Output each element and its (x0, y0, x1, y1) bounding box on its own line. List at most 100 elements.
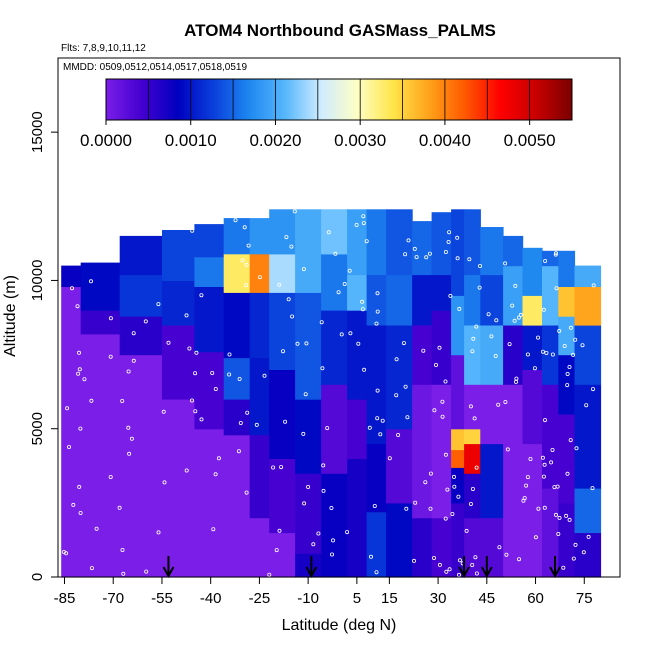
heat-cell (119, 274, 163, 317)
heat-cell (347, 458, 368, 578)
sample-point (401, 341, 406, 346)
x-tick-label: -25 (249, 590, 271, 607)
sample-point (437, 562, 442, 567)
colorbar-swatch (134, 79, 138, 120)
sample-point (473, 555, 478, 560)
colorbar-swatch (566, 79, 570, 120)
sample-point (131, 358, 136, 363)
sample-point (457, 558, 462, 563)
sample-point (242, 225, 247, 230)
sample-point (403, 384, 408, 389)
sample-point (518, 312, 523, 317)
colorbar-swatch (439, 79, 443, 120)
colorbar-swatch (230, 79, 234, 120)
sample-point (380, 418, 385, 423)
sample-point (279, 465, 284, 470)
sample-point (474, 324, 479, 329)
colorbar-swatch (183, 79, 187, 120)
sample-point (375, 291, 380, 296)
heat-cell (269, 209, 296, 255)
colorbar-swatch (442, 79, 446, 120)
sample-point (544, 350, 549, 355)
sample-point (127, 451, 132, 456)
colorbar-swatch (186, 79, 190, 120)
sample-point (329, 505, 334, 510)
sample-point (311, 542, 316, 547)
colorbar-swatch (289, 79, 293, 120)
sample-point (243, 283, 248, 288)
sample-point (443, 249, 448, 254)
sample-point (591, 387, 596, 392)
sample-point (289, 244, 294, 249)
colorbar-swatch (212, 79, 216, 120)
heat-cell (464, 274, 481, 326)
colorbar-swatch (525, 79, 529, 120)
sample-point (542, 505, 547, 510)
y-axis-label: Altitude (m) (2, 275, 19, 357)
sample-point (303, 392, 308, 397)
heat-cell (386, 502, 413, 578)
sample-point (302, 501, 307, 506)
heat-cell (574, 488, 602, 534)
sample-point (586, 534, 591, 539)
colorbar-swatch (515, 79, 519, 120)
sample-point (573, 542, 578, 547)
sample-point (565, 371, 570, 376)
sample-point (367, 425, 372, 430)
colorbar-swatch (191, 79, 195, 120)
colorbar-swatch (450, 79, 454, 120)
colorbar-swatch (548, 79, 552, 120)
colorbar-swatch (535, 79, 539, 120)
chart-title: ATOM4 Northbound GASMass_PALMS (184, 21, 496, 40)
sample-point (446, 239, 451, 244)
sample-point (301, 431, 306, 436)
heat-cell (431, 384, 452, 519)
colorbar-swatch (142, 79, 146, 120)
dates-label: MMDD: 0509,0512,0514,0517,0518,0519 (63, 62, 247, 73)
colorbar-swatch (556, 79, 560, 120)
sample-point (472, 416, 477, 421)
colorbar-swatch (116, 79, 120, 120)
sample-point (362, 367, 367, 372)
sample-point (455, 256, 460, 261)
colorbar-swatch (463, 79, 467, 120)
heat-cell (162, 230, 196, 281)
sample-point (444, 569, 449, 574)
colorbar-swatch (414, 79, 418, 120)
sample-point (503, 399, 508, 404)
heat-cell (431, 517, 452, 578)
colorbar-swatch (421, 79, 425, 120)
sample-point (162, 480, 167, 485)
sample-point (486, 312, 491, 317)
colorbar-swatch (367, 79, 371, 120)
colorbar-swatch (315, 79, 319, 120)
heat-cell (558, 502, 576, 578)
sample-point (360, 299, 365, 304)
sample-point (403, 252, 408, 257)
sample-point (494, 318, 499, 323)
colorbar-swatch (483, 79, 487, 120)
x-tick-label: -10 (297, 590, 319, 607)
sample-point (452, 484, 457, 489)
sample-point (474, 465, 479, 470)
sample-point (94, 526, 99, 531)
sample-point (354, 222, 359, 227)
sample-point (120, 398, 125, 403)
heat-cell (464, 324, 481, 385)
colorbar-swatch (243, 79, 247, 120)
colorbar-swatch (512, 79, 516, 120)
colorbar-swatch (372, 79, 376, 120)
sample-point (549, 460, 554, 465)
sample-point (427, 251, 432, 256)
heat-cell (480, 384, 504, 445)
heat-cell (61, 286, 82, 578)
heat-cell (61, 265, 82, 287)
colorbar-swatch (222, 79, 226, 120)
colorbar-swatch (395, 79, 399, 120)
heat-cell (194, 256, 225, 287)
sample-point (262, 373, 267, 378)
heat-cell (558, 316, 576, 356)
heat-cell (558, 413, 576, 504)
colorbar-swatch (300, 79, 304, 120)
sample-point (468, 501, 473, 506)
